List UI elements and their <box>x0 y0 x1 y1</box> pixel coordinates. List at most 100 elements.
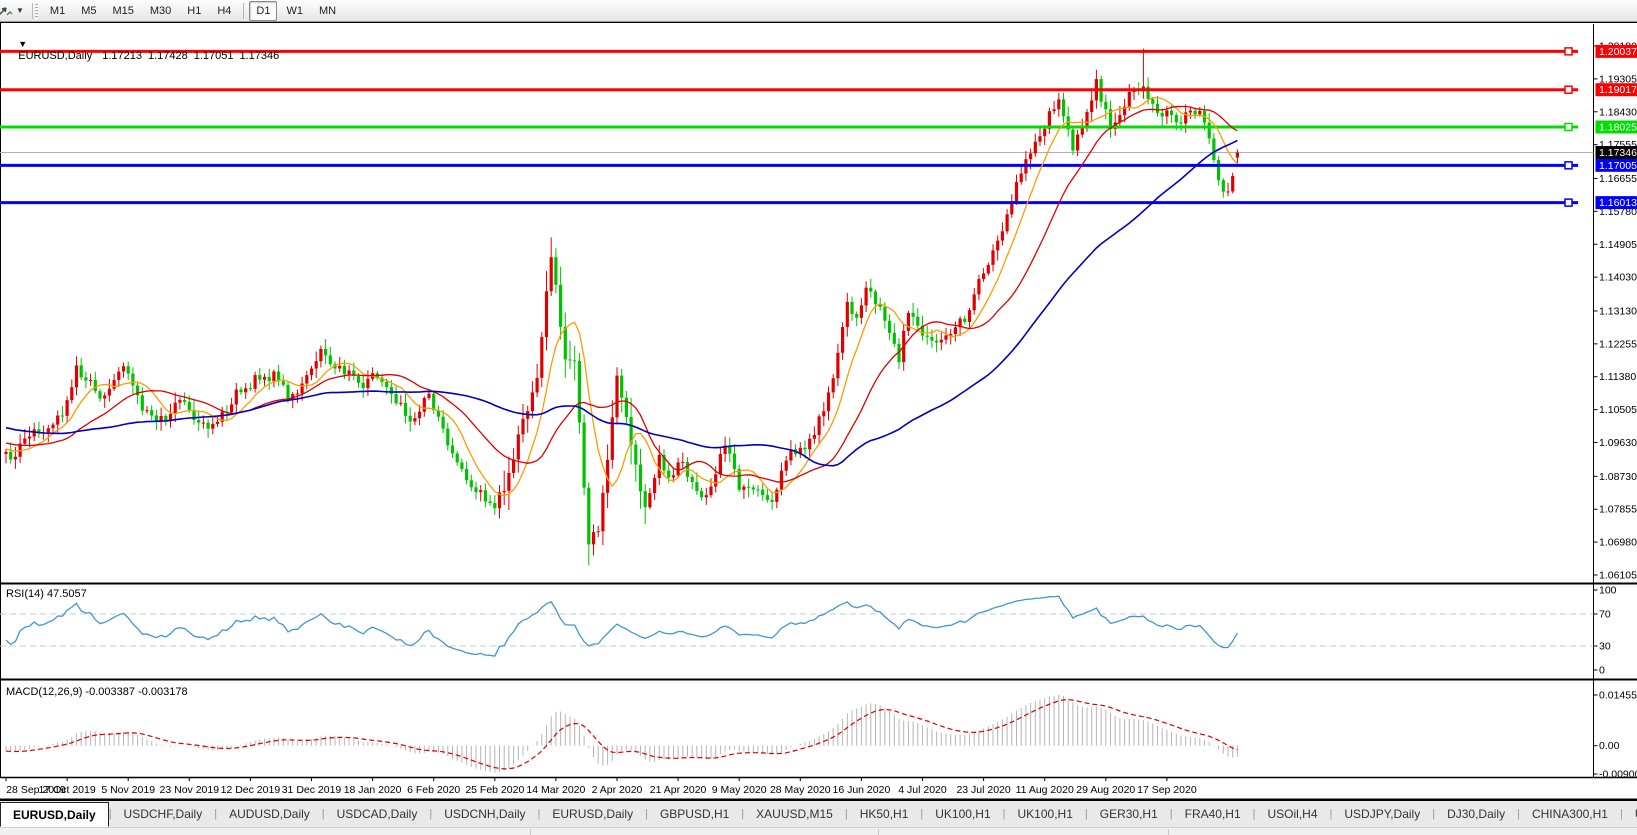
svg-text:1.19305: 1.19305 <box>1599 73 1637 85</box>
timeframe-button-M30[interactable]: M30 <box>149 4 172 17</box>
svg-text:1.19017: 1.19017 <box>1599 84 1637 96</box>
timeframe-button-D1[interactable]: D1 <box>249 0 278 21</box>
toolbar-separator <box>243 2 245 19</box>
svg-text:23 Nov 2019: 23 Nov 2019 <box>160 784 220 796</box>
svg-text:31 Dec 2019: 31 Dec 2019 <box>282 784 342 796</box>
tab-separator: | <box>1252 808 1256 820</box>
svg-text:100: 100 <box>1599 585 1617 597</box>
tab-separator: | <box>321 808 325 820</box>
svg-text:0.014556: 0.014556 <box>1599 690 1637 702</box>
tab-separator: | <box>645 808 648 820</box>
chart-tab-UK100-H1[interactable]: UK100,H1 <box>1017 807 1073 821</box>
chart-tab-DJ30-Daily[interactable]: DJ30,Daily <box>1447 807 1506 821</box>
chart-tab-EURUSD-Daily[interactable]: EURUSD,Daily <box>552 807 634 821</box>
svg-text:1.06980: 1.06980 <box>1599 537 1637 549</box>
svg-text:28 May 2020: 28 May 2020 <box>770 784 831 796</box>
svg-text:1.07855: 1.07855 <box>1599 504 1637 516</box>
svg-text:1.06105: 1.06105 <box>1599 570 1637 582</box>
timeframe-button-W1[interactable]: W1 <box>286 4 303 17</box>
chart-tab-UK100-H1[interactable]: UK100,H1 <box>935 807 991 821</box>
price-axis-flags: 1.20037 1.19017 1.18025 1.17005 1.16013 1.173… <box>1595 44 1637 210</box>
cursor-tool-icon[interactable] <box>0 3 14 19</box>
timeframe-button-M1[interactable]: M1 <box>49 4 66 17</box>
chart-title: ▼ EURUSD,Daily 1.17213 1.17428 1.17051 1.173… <box>6 26 285 74</box>
moving-average-21 <box>5 105 1238 483</box>
chart-tab-bar: EURUSD,Daily | USDCHF,Daily | AUDUSD,Daily | U… <box>0 800 1637 827</box>
tab-separator: | <box>741 808 745 820</box>
chart-tab-USDCNH-Daily[interactable]: USDCNH,Daily <box>444 807 526 821</box>
chart-tab-GBPUSD-H1[interactable]: GBPUSD,H1 <box>659 807 730 821</box>
timeframe-button-M15[interactable]: M15 <box>112 4 134 17</box>
svg-text:1.16013: 1.16013 <box>1599 197 1637 209</box>
tab-separator: | <box>1517 808 1520 820</box>
svg-text:21 Apr 2020: 21 Apr 2020 <box>650 784 707 796</box>
svg-text:0.00: 0.00 <box>1599 740 1620 752</box>
rsi-indicator-label: RSI(14) 47.5057 <box>6 588 87 600</box>
svg-text:1.17346: 1.17346 <box>1599 147 1637 159</box>
tab-separator: | <box>214 808 218 820</box>
svg-text:1.09630: 1.09630 <box>1599 437 1637 449</box>
svg-text:1.10505: 1.10505 <box>1599 404 1637 416</box>
chart-title-low: 1.17051 <box>193 50 234 62</box>
toolbar-grip-handle[interactable] <box>31 2 39 19</box>
timeframe-button-MN[interactable]: MN <box>318 4 337 17</box>
svg-text:5 Nov 2019: 5 Nov 2019 <box>101 784 155 796</box>
svg-text:28 Sep 2019: 28 Sep 2019 <box>6 784 66 796</box>
chart-tab-HK50-H1[interactable]: HK50,H1 <box>859 807 909 821</box>
chart-tab-CHINA300-H1[interactable]: CHINA300,H1 <box>1531 807 1608 821</box>
tab-separator: | <box>537 808 541 820</box>
svg-text:1.16655: 1.16655 <box>1599 173 1637 185</box>
svg-text:1.17005: 1.17005 <box>1599 160 1637 172</box>
candlestick-chart-canvas[interactable]: 1.201801.193051.184301.175551.166551.157… <box>0 22 1637 800</box>
svg-text:1.18430: 1.18430 <box>1599 106 1637 118</box>
svg-text:14 Mar 2020: 14 Mar 2020 <box>526 784 585 796</box>
svg-text:1.20037: 1.20037 <box>1599 46 1637 58</box>
chevron-down-icon[interactable]: ▼ <box>16 6 24 15</box>
timeframe-button-M5[interactable]: M5 <box>81 4 97 17</box>
svg-text:1.14905: 1.14905 <box>1599 239 1637 251</box>
tab-separator: | <box>1329 808 1333 820</box>
chart-tab-USDJPY-Daily[interactable]: USDJPY,Daily <box>1344 807 1421 821</box>
svg-text:2 Apr 2020: 2 Apr 2020 <box>592 784 643 796</box>
svg-text:9 May 2020: 9 May 2020 <box>712 784 767 796</box>
chart-tab-GER30-H1[interactable]: GER30,H1 <box>1099 807 1158 821</box>
chart-title-open: 1.17213 <box>102 50 142 62</box>
svg-text:4 Jul 2020: 4 Jul 2020 <box>898 784 947 796</box>
svg-text:1.18025: 1.18025 <box>1599 121 1637 133</box>
chart-title-high: 1.17428 <box>147 50 188 62</box>
macd-pane: 0.014556 0.00 -0.009001 <box>5 690 1637 781</box>
svg-text:29 Aug 2020: 29 Aug 2020 <box>1076 784 1135 796</box>
chart-title-collapse-icon[interactable]: ▼ <box>18 39 28 49</box>
tab-separator: | <box>844 808 848 820</box>
chart-tab-AUDUSD-Daily[interactable]: AUDUSD,Daily <box>229 807 310 821</box>
timeframe-button-H1[interactable]: H1 <box>187 4 202 17</box>
tab-separator: | <box>920 808 924 820</box>
svg-text:25 Feb 2020: 25 Feb 2020 <box>465 784 524 796</box>
svg-text:1.12255: 1.12255 <box>1599 338 1637 350</box>
chart-tab-USOil-H[interactable]: USOil,H <box>1623 801 1637 827</box>
tab-separator: | <box>1002 808 1006 820</box>
chart-tab-EURUSD-Daily[interactable]: EURUSD,Daily <box>0 802 109 827</box>
tab-separator: | <box>1084 808 1088 820</box>
rsi-pane: 100 70 30 0 <box>0 585 1617 677</box>
tab-separator: | <box>108 808 112 820</box>
tab-separator: | <box>1619 808 1623 820</box>
moving-average-8 <box>5 96 1238 497</box>
svg-text:23 Jul 2020: 23 Jul 2020 <box>956 784 1010 796</box>
chart-tab-USDCAD-Daily[interactable]: USDCAD,Daily <box>336 807 418 821</box>
svg-text:6 Feb 2020: 6 Feb 2020 <box>407 784 460 796</box>
macd-indicator-label: MACD(12,26,9) -0.003387 -0.003178 <box>6 686 188 698</box>
status-bar <box>0 827 1637 835</box>
chart-tab-XAUUSD-M15[interactable]: XAUUSD,M15 <box>756 807 833 821</box>
svg-text:-0.009001: -0.009001 <box>1599 769 1637 781</box>
price-level-lines <box>0 47 1578 207</box>
chart-tab-USOil-H4[interactable]: USOil,H4 <box>1267 807 1318 821</box>
tab-separator: | <box>1432 808 1436 820</box>
chart-tab-USDCHF-Daily[interactable]: USDCHF,Daily <box>123 807 203 821</box>
svg-text:17 Oct 2019: 17 Oct 2019 <box>38 784 95 796</box>
chart-tab-FRA40-H1[interactable]: FRA40,H1 <box>1184 807 1241 821</box>
candles-group <box>4 48 1239 566</box>
timeframe-button-H4[interactable]: H4 <box>217 4 232 17</box>
svg-text:1.13130: 1.13130 <box>1599 305 1637 317</box>
